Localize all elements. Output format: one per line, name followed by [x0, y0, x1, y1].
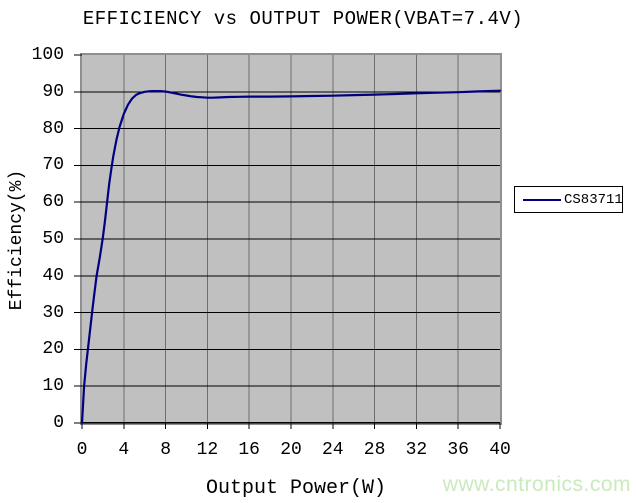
y-tick-label: 100: [31, 45, 64, 65]
y-tick-label: 50: [42, 229, 64, 249]
legend: CS83711: [514, 186, 623, 213]
x-tick-label: 28: [363, 440, 386, 460]
x-tick-label: 24: [321, 440, 344, 460]
y-tick-label: 40: [42, 265, 64, 286]
x-tick-label: 8: [160, 440, 171, 460]
x-axis-label: Output Power(W): [205, 477, 387, 500]
y-tick-label: 80: [42, 118, 64, 139]
x-tick-label: 40: [489, 440, 511, 460]
efficiency-curve: [80, 89, 502, 425]
x-tick-label: 4: [118, 440, 130, 460]
legend-label: CS83711: [564, 191, 623, 208]
x-tick-label: 12: [196, 440, 219, 460]
x-tick-label: 16: [238, 440, 260, 460]
x-tick-label: 20: [280, 440, 302, 460]
x-tick-label: 36: [447, 440, 469, 460]
x-tick-label: 0: [76, 440, 88, 460]
y-tick-label: 20: [42, 339, 64, 360]
y-tick-label: 90: [42, 81, 64, 102]
y-tick-label: 30: [42, 302, 64, 323]
y-tick-label: 10: [42, 376, 64, 397]
legend-series-line-swatch: [523, 198, 561, 201]
chart-title: EFFICIENCY vs OUTPUT POWER(VBAT=7.4V): [82, 8, 524, 30]
y-tick-label: 70: [42, 155, 64, 176]
y-tick-label: 0: [53, 413, 64, 433]
gridlines-and-curve-svg: [74, 54, 502, 429]
y-axis-label: Efficiency(%): [7, 169, 27, 311]
watermark-text: www.cntronics.com: [442, 473, 631, 496]
plot-area: [74, 53, 502, 429]
y-tick-label: 60: [42, 192, 64, 213]
x-tick-label: 32: [405, 440, 428, 460]
